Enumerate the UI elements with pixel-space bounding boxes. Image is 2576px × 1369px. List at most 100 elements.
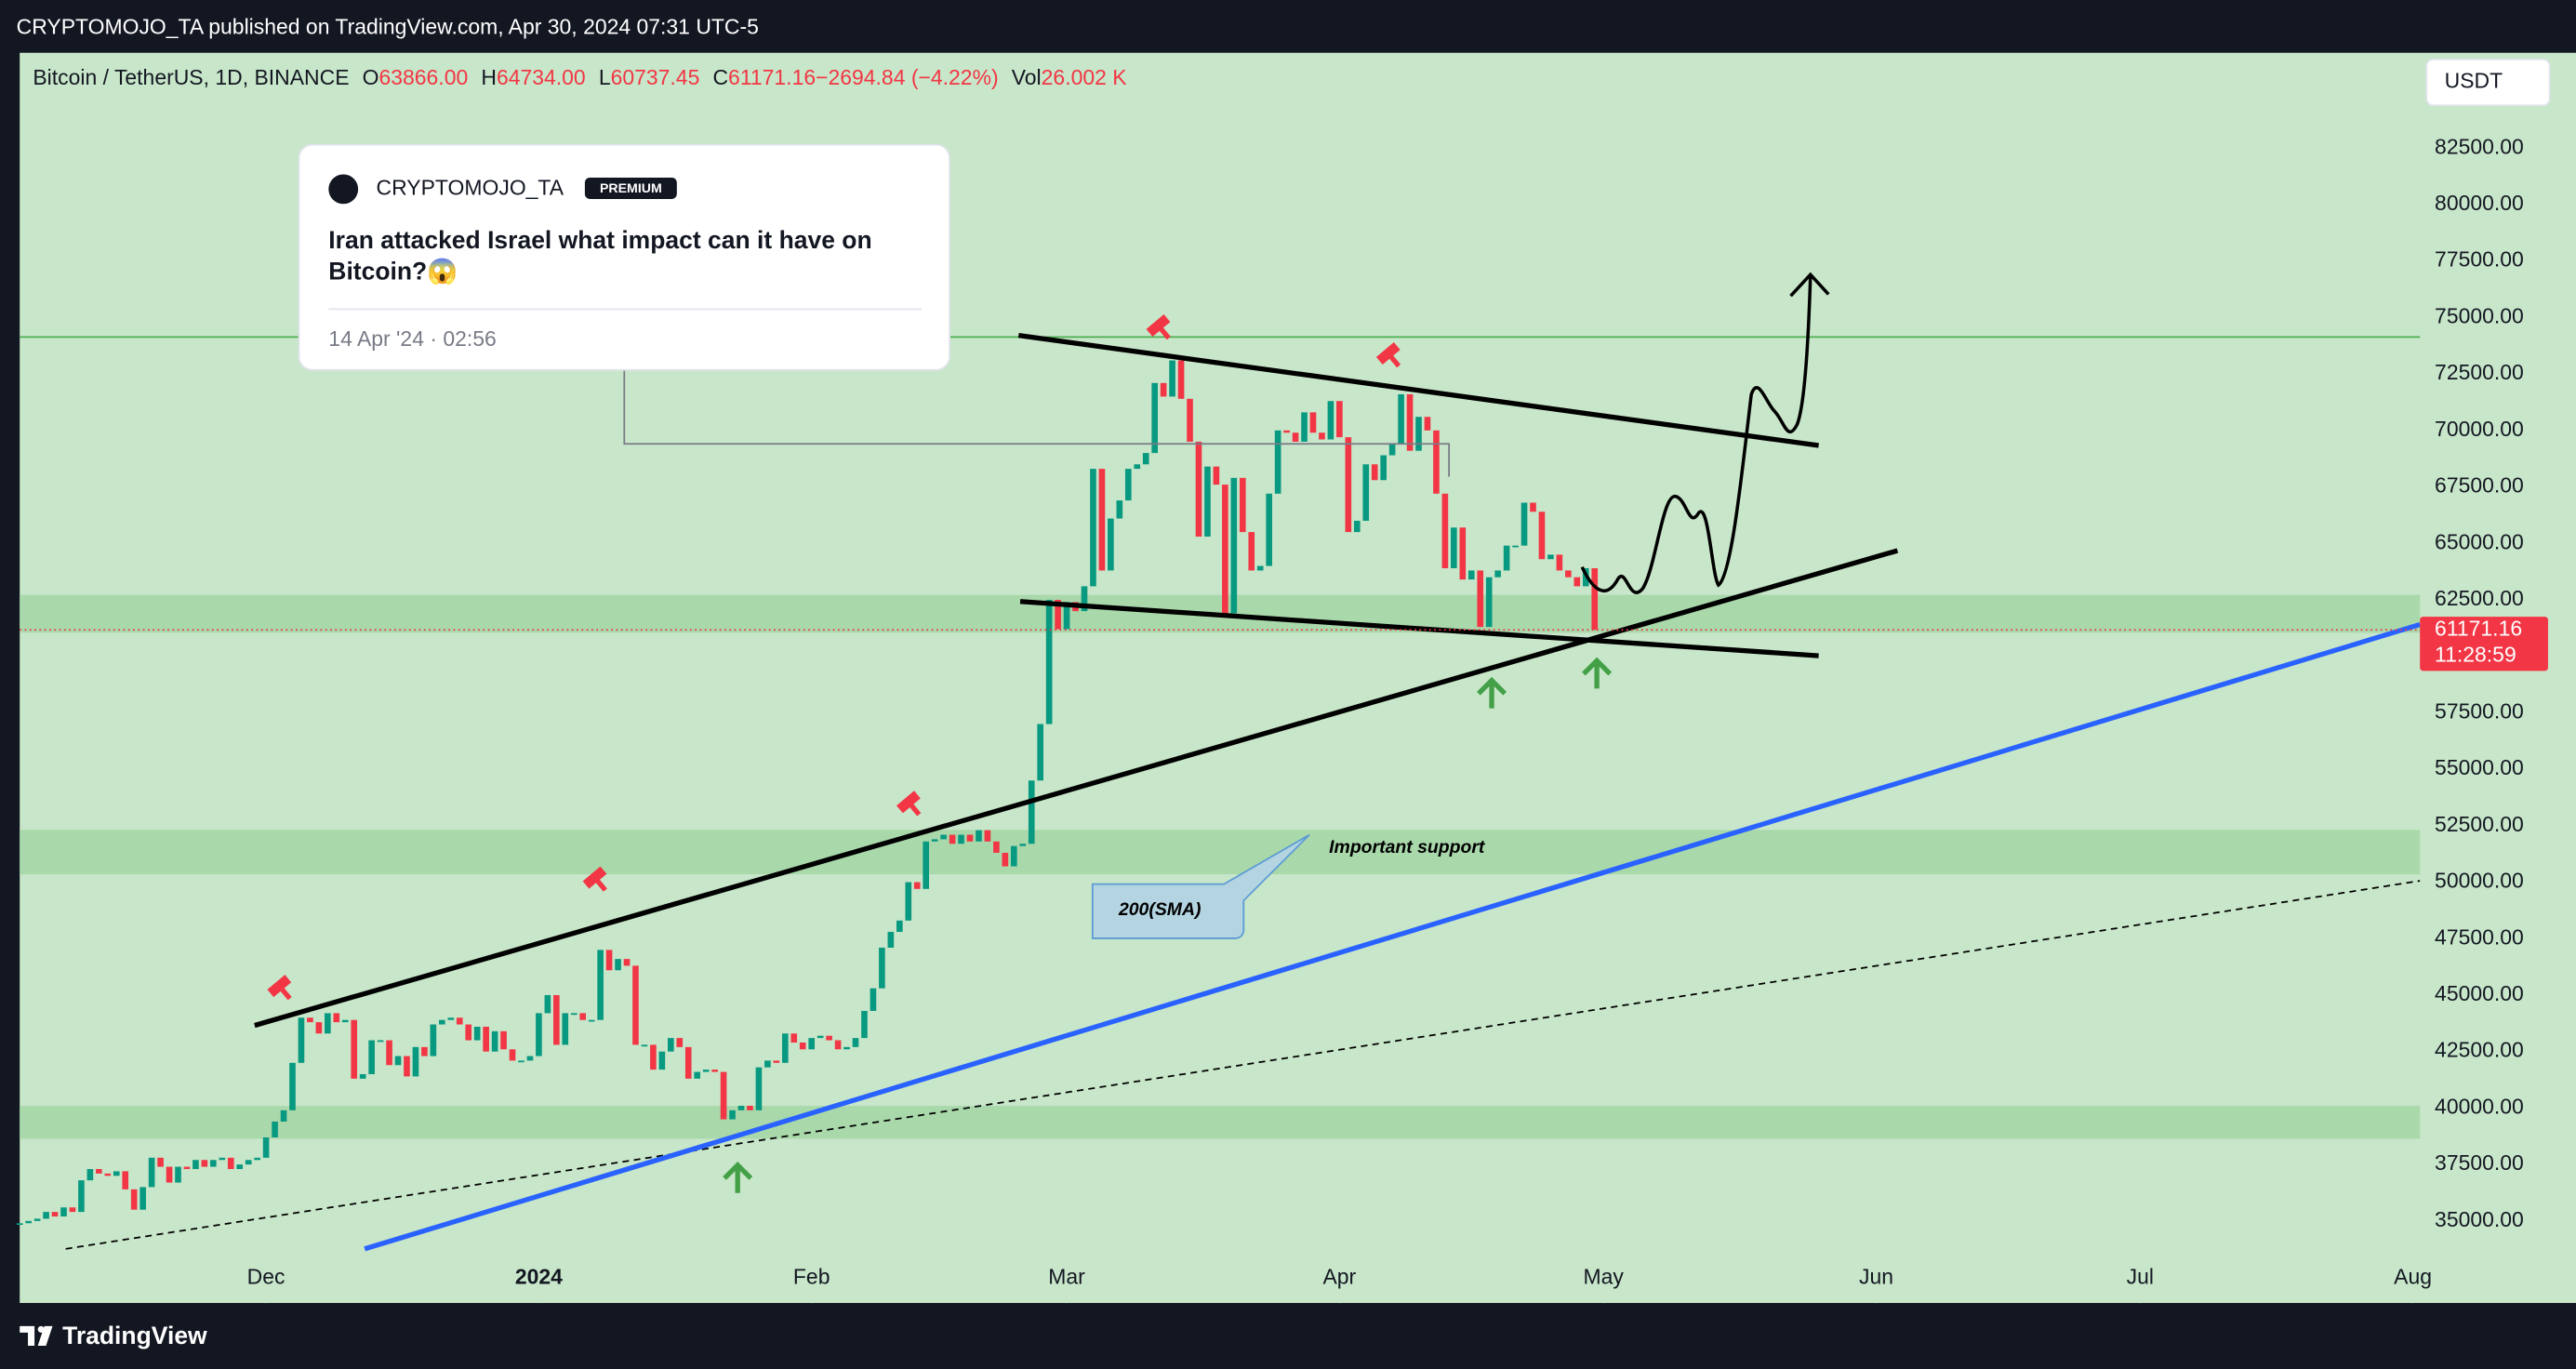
y-tick-label: 62500.00 — [2435, 586, 2524, 610]
candle — [272, 1121, 278, 1137]
candle — [148, 1157, 155, 1188]
x-tick-label: May — [1584, 1265, 1625, 1289]
candle — [1565, 570, 1572, 578]
legend-key: C — [712, 65, 728, 89]
candle — [905, 882, 912, 921]
candle — [579, 1013, 587, 1020]
candle — [1362, 464, 1370, 521]
candle — [1327, 401, 1334, 440]
candle — [1055, 599, 1061, 630]
candle — [887, 931, 895, 948]
candle — [465, 1024, 472, 1041]
candle — [1591, 567, 1599, 631]
candle — [16, 1223, 23, 1226]
candle — [1424, 417, 1431, 431]
candle — [773, 1060, 780, 1063]
candle — [1222, 485, 1228, 614]
legend-value: 60737.45 — [611, 65, 700, 89]
candle — [650, 1044, 657, 1070]
candle — [139, 1187, 146, 1210]
candle — [808, 1038, 816, 1050]
candle — [394, 1056, 402, 1066]
drawings — [65, 272, 2421, 1252]
y-tick-label: 72500.00 — [2435, 360, 2524, 384]
candle — [183, 1166, 191, 1169]
candle — [1177, 360, 1185, 399]
candle — [86, 1168, 94, 1181]
candle — [913, 882, 921, 889]
candle — [993, 841, 1000, 853]
candle — [1520, 502, 1528, 546]
candle — [1547, 554, 1554, 560]
note-date: 14 Apr '24 · 02:56 — [328, 326, 496, 351]
currency-label[interactable]: USDT — [2445, 69, 2503, 93]
candle — [1301, 412, 1308, 442]
candle — [781, 1033, 789, 1063]
y-tick-label: 40000.00 — [2435, 1094, 2524, 1118]
candle — [1415, 417, 1422, 451]
support-annotation: Important support — [1329, 837, 1486, 857]
y-tick-label: 65000.00 — [2435, 529, 2524, 553]
candle — [694, 1071, 701, 1079]
candle — [483, 1026, 489, 1052]
candle — [729, 1110, 736, 1120]
candle — [1494, 570, 1501, 578]
candle — [720, 1071, 727, 1120]
candle — [1380, 455, 1387, 481]
x-tick-label: Apr — [1322, 1265, 1356, 1289]
candle — [896, 920, 903, 932]
candle — [1371, 464, 1378, 481]
candle — [1530, 502, 1536, 512]
candle — [333, 1013, 340, 1023]
y-tick-label: 37500.00 — [2435, 1150, 2524, 1175]
candle — [1336, 401, 1343, 438]
legend-value: 63866.00 — [378, 65, 468, 89]
candle — [1081, 586, 1088, 612]
candle — [684, 1046, 692, 1079]
candle — [78, 1180, 85, 1213]
y-tick-label: 67500.00 — [2435, 473, 2524, 498]
x-tick-label: Mar — [1048, 1265, 1085, 1289]
note-title: Bitcoin?😱 — [328, 257, 458, 286]
candle — [166, 1166, 173, 1183]
y-tick-label: 77500.00 — [2435, 247, 2524, 272]
candle — [976, 830, 982, 842]
candle — [1019, 844, 1027, 846]
candle — [368, 1040, 375, 1074]
candle — [1406, 393, 1414, 451]
candle — [817, 1035, 824, 1039]
candle — [60, 1207, 67, 1216]
candle — [1045, 599, 1053, 724]
candle — [386, 1040, 392, 1066]
candle — [307, 1017, 313, 1023]
candle — [1459, 527, 1467, 580]
candle — [1283, 430, 1290, 433]
countdown-label: 11:28:59 — [2435, 643, 2516, 667]
candle — [861, 1010, 868, 1039]
candle — [104, 1173, 112, 1176]
x-tick-label: Dec — [247, 1265, 285, 1289]
y-tick-label: 50000.00 — [2435, 869, 2524, 893]
candle — [1503, 545, 1510, 571]
candle — [966, 834, 974, 842]
candle — [1485, 577, 1493, 628]
candle — [641, 1044, 648, 1047]
candle — [1266, 493, 1272, 566]
candle — [1195, 441, 1202, 537]
candle — [668, 1038, 674, 1052]
candle — [262, 1136, 270, 1158]
candle — [1538, 512, 1546, 560]
candle — [1134, 464, 1141, 470]
candle — [1256, 565, 1264, 571]
currency-button[interactable]: USDT — [2425, 58, 2551, 107]
candle — [473, 1026, 481, 1041]
candle — [1556, 554, 1563, 571]
candle — [940, 834, 947, 840]
candle — [1353, 520, 1361, 533]
candle — [377, 1040, 384, 1043]
candle — [236, 1164, 244, 1169]
candle — [1248, 532, 1255, 571]
candle — [69, 1207, 76, 1213]
last-price-label: 61171.16 — [2435, 616, 2522, 640]
candle — [544, 994, 551, 1014]
